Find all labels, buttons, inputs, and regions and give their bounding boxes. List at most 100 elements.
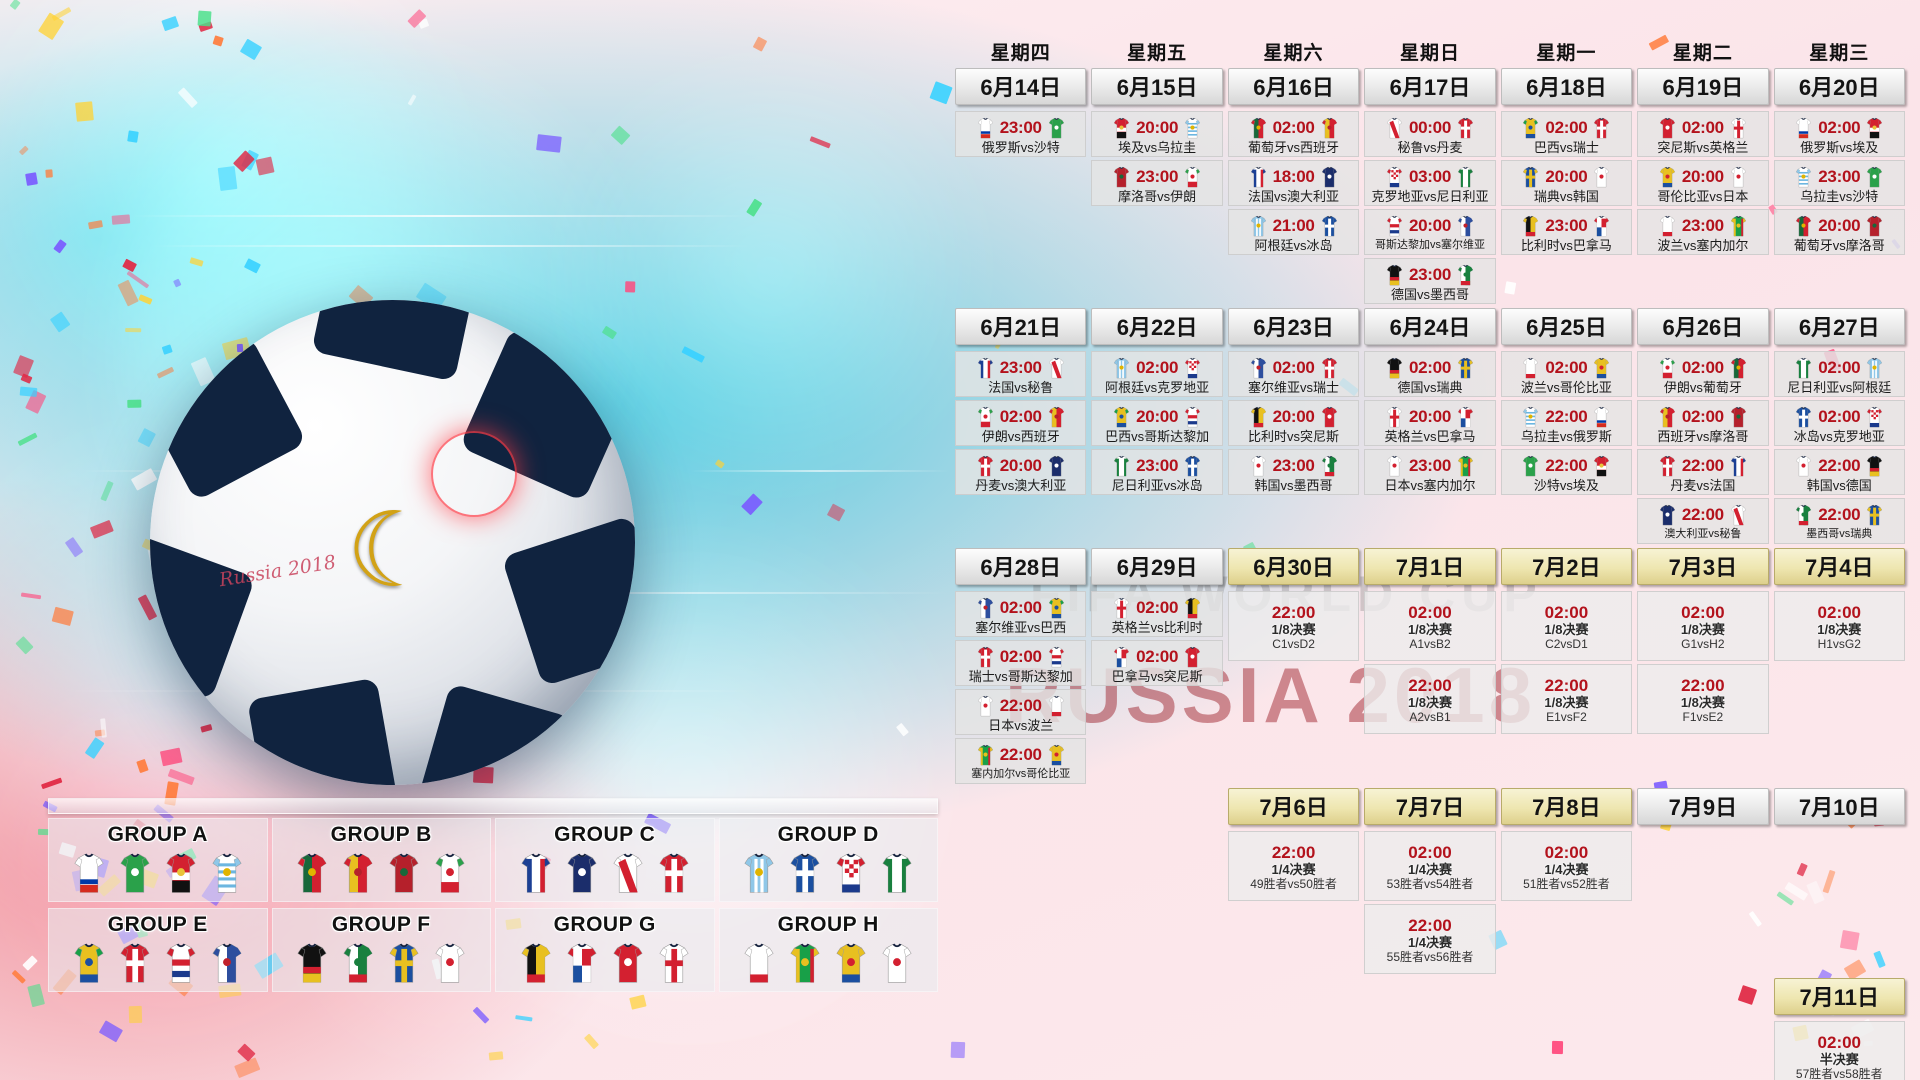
match-cell[interactable]: 02:00 伊朗vs西班牙 [955, 400, 1086, 446]
match-cell[interactable]: 22:00 乌拉圭vs俄罗斯 [1501, 400, 1632, 446]
match-cell[interactable]: 23:00 韩国vs墨西哥 [1228, 449, 1359, 495]
match-cell[interactable]: 22:00 丹麦vs法国 [1637, 449, 1768, 495]
knockout-match-cell[interactable]: 22:00 1/8决赛 E1vsF2 [1501, 664, 1632, 734]
match-cell[interactable]: 02:00 波兰vs哥伦比亚 [1501, 351, 1632, 397]
date-header-7月4日[interactable]: 7月4日 [1774, 548, 1905, 585]
knockout-match-cell[interactable]: 22:00 1/4决赛 55胜者vs56胜者 [1364, 904, 1495, 974]
date-header-6月16日[interactable]: 6月16日 [1228, 68, 1359, 105]
knockout-match-cell[interactable]: 02:00 1/8决赛 A1vsB2 [1364, 591, 1495, 661]
match-cell[interactable]: 20:00 瑞典vs韩国 [1501, 160, 1632, 206]
match-cell[interactable]: 22:00 沙特vs埃及 [1501, 449, 1632, 495]
match-cell[interactable]: 02:00 俄罗斯vs埃及 [1774, 111, 1905, 157]
group-card-group-e[interactable]: GROUP E [48, 908, 268, 992]
match-cell[interactable]: 23:00 德国vs墨西哥 [1364, 258, 1495, 304]
date-header-6月20日[interactable]: 6月20日 [1774, 68, 1905, 105]
match-cell[interactable]: 02:00 德国vs瑞典 [1364, 351, 1495, 397]
match-cell[interactable]: 20:00 丹麦vs澳大利亚 [955, 449, 1086, 495]
date-header-7月1日[interactable]: 7月1日 [1364, 548, 1495, 585]
date-header-6月25日[interactable]: 6月25日 [1501, 308, 1632, 345]
group-card-group-f[interactable]: GROUP F [272, 908, 492, 992]
match-cell[interactable]: 02:00 突尼斯vs英格兰 [1637, 111, 1768, 157]
match-cell[interactable]: 02:00 伊朗vs葡萄牙 [1637, 351, 1768, 397]
match-cell[interactable]: 02:00 塞尔维亚vs巴西 [955, 591, 1086, 637]
match-cell[interactable]: 20:00 葡萄牙vs摩洛哥 [1774, 209, 1905, 255]
date-header-6月28日[interactable]: 6月28日 [955, 548, 1086, 585]
date-header-6月21日[interactable]: 6月21日 [955, 308, 1086, 345]
date-header-7月9日[interactable]: 7月9日 [1637, 788, 1768, 825]
match-cell[interactable]: 22:00 墨西哥vs瑞典 [1774, 498, 1905, 544]
match-cell[interactable]: 02:00 巴拿马vs突尼斯 [1091, 640, 1222, 686]
match-cell[interactable]: 23:00 法国vs秘鲁 [955, 351, 1086, 397]
date-header-6月15日[interactable]: 6月15日 [1091, 68, 1222, 105]
kit-icon-away-senegal [1727, 214, 1750, 238]
match-teams: 沙特vs埃及 [1534, 478, 1599, 493]
match-cell[interactable]: 02:00 西班牙vs摩洛哥 [1637, 400, 1768, 446]
match-cell[interactable]: 02:00 冰岛vs克罗地亚 [1774, 400, 1905, 446]
match-cell[interactable]: 18:00 法国vs澳大利亚 [1228, 160, 1359, 206]
match-cell[interactable]: 20:00 英格兰vs巴拿马 [1364, 400, 1495, 446]
date-header-7月6日[interactable]: 7月6日 [1228, 788, 1359, 825]
match-cell[interactable]: 23:00 日本vs塞内加尔 [1364, 449, 1495, 495]
match-cell[interactable]: 02:00 葡萄牙vs西班牙 [1228, 111, 1359, 157]
match-cell[interactable]: 22:00 塞内加尔vs哥伦比亚 [955, 738, 1086, 784]
date-header-6月27日[interactable]: 6月27日 [1774, 308, 1905, 345]
match-cell[interactable]: 20:00 哥斯达黎加vs塞尔维亚 [1364, 209, 1495, 255]
match-cell[interactable]: 02:00 巴西vs瑞士 [1501, 111, 1632, 157]
date-header-7月10日[interactable]: 7月10日 [1774, 788, 1905, 825]
date-header-7月8日[interactable]: 7月8日 [1501, 788, 1632, 825]
date-header-6月14日[interactable]: 6月14日 [955, 68, 1086, 105]
match-cell[interactable]: 22:00 澳大利亚vs秘鲁 [1637, 498, 1768, 544]
match-cell[interactable]: 02:00 英格兰vs比利时 [1091, 591, 1222, 637]
match-cell[interactable]: 02:00 尼日利亚vs阿根廷 [1774, 351, 1905, 397]
date-header-6月18日[interactable]: 6月18日 [1501, 68, 1632, 105]
match-cell[interactable]: 23:00 俄罗斯vs沙特 [955, 111, 1086, 157]
match-cell[interactable]: 22:00 韩国vs德国 [1774, 449, 1905, 495]
match-cell[interactable]: 03:00 克罗地亚vs尼日利亚 [1364, 160, 1495, 206]
match-cell[interactable]: 23:00 摩洛哥vs伊朗 [1091, 160, 1222, 206]
match-cell[interactable]: 02:00 瑞士vs哥斯达黎加 [955, 640, 1086, 686]
group-card-group-d[interactable]: GROUP D [719, 818, 939, 902]
match-time-row: 18:00 [1232, 164, 1355, 189]
date-header-7月2日[interactable]: 7月2日 [1501, 548, 1632, 585]
group-card-group-g[interactable]: GROUP G [495, 908, 715, 992]
date-header-7月11日[interactable]: 7月11日 [1774, 978, 1905, 1015]
match-cell[interactable]: 02:00 阿根廷vs克罗地亚 [1091, 351, 1222, 397]
match-time: 23:00 [1136, 456, 1178, 476]
match-cell[interactable]: 23:00 波兰vs塞内加尔 [1637, 209, 1768, 255]
group-card-group-b[interactable]: GROUP B [272, 818, 492, 902]
date-header-7月3日[interactable]: 7月3日 [1637, 548, 1768, 585]
knockout-match-cell[interactable]: 02:00 1/4决赛 53胜者vs54胜者 [1364, 831, 1495, 901]
date-header-6月17日[interactable]: 6月17日 [1364, 68, 1495, 105]
knockout-match-cell[interactable]: 22:00 1/4决赛 49胜者vs50胜者 [1228, 831, 1359, 901]
date-header-6月26日[interactable]: 6月26日 [1637, 308, 1768, 345]
date-header-6月23日[interactable]: 6月23日 [1228, 308, 1359, 345]
knockout-match-cell[interactable]: 22:00 1/8决赛 F1vsE2 [1637, 664, 1768, 734]
match-cell[interactable]: 20:00 哥伦比亚vs日本 [1637, 160, 1768, 206]
knockout-match-cell[interactable]: 22:00 1/8决赛 A2vsB1 [1364, 664, 1495, 734]
match-cell[interactable]: 23:00 尼日利亚vs冰岛 [1091, 449, 1222, 495]
match-cell[interactable]: 21:00 阿根廷vs冰岛 [1228, 209, 1359, 255]
knockout-match-cell[interactable]: 22:00 1/8决赛 C1vsD2 [1228, 591, 1359, 661]
group-card-group-h[interactable]: GROUP H [719, 908, 939, 992]
knockout-match-cell[interactable]: 02:00 1/4决赛 51胜者vs52胜者 [1501, 831, 1632, 901]
match-cell[interactable]: 23:00 乌拉圭vs沙特 [1774, 160, 1905, 206]
date-header-6月30日[interactable]: 6月30日 [1228, 548, 1359, 585]
date-header-6月29日[interactable]: 6月29日 [1091, 548, 1222, 585]
knockout-match-cell[interactable]: 02:00 半决赛 57胜者vs58胜者 [1774, 1021, 1905, 1080]
group-card-group-a[interactable]: GROUP A [48, 818, 268, 902]
knockout-match-cell[interactable]: 02:00 1/8决赛 C2vsD1 [1501, 591, 1632, 661]
date-header-6月19日[interactable]: 6月19日 [1637, 68, 1768, 105]
date-header-6月22日[interactable]: 6月22日 [1091, 308, 1222, 345]
match-cell[interactable]: 02:00 塞尔维亚vs瑞士 [1228, 351, 1359, 397]
match-cell[interactable]: 20:00 巴西vs哥斯达黎加 [1091, 400, 1222, 446]
knockout-match-cell[interactable]: 02:00 1/8决赛 H1vsG2 [1774, 591, 1905, 661]
match-cell[interactable]: 00:00 秘鲁vs丹麦 [1364, 111, 1495, 157]
match-cell[interactable]: 23:00 比利时vs巴拿马 [1501, 209, 1632, 255]
knockout-match-cell[interactable]: 02:00 1/8决赛 G1vsH2 [1637, 591, 1768, 661]
group-card-group-c[interactable]: GROUP C [495, 818, 715, 902]
date-header-6月24日[interactable]: 6月24日 [1364, 308, 1495, 345]
date-header-7月7日[interactable]: 7月7日 [1364, 788, 1495, 825]
match-cell[interactable]: 22:00 日本vs波兰 [955, 689, 1086, 735]
match-cell[interactable]: 20:00 比利时vs突尼斯 [1228, 400, 1359, 446]
match-cell[interactable]: 20:00 埃及vs乌拉圭 [1091, 111, 1222, 157]
